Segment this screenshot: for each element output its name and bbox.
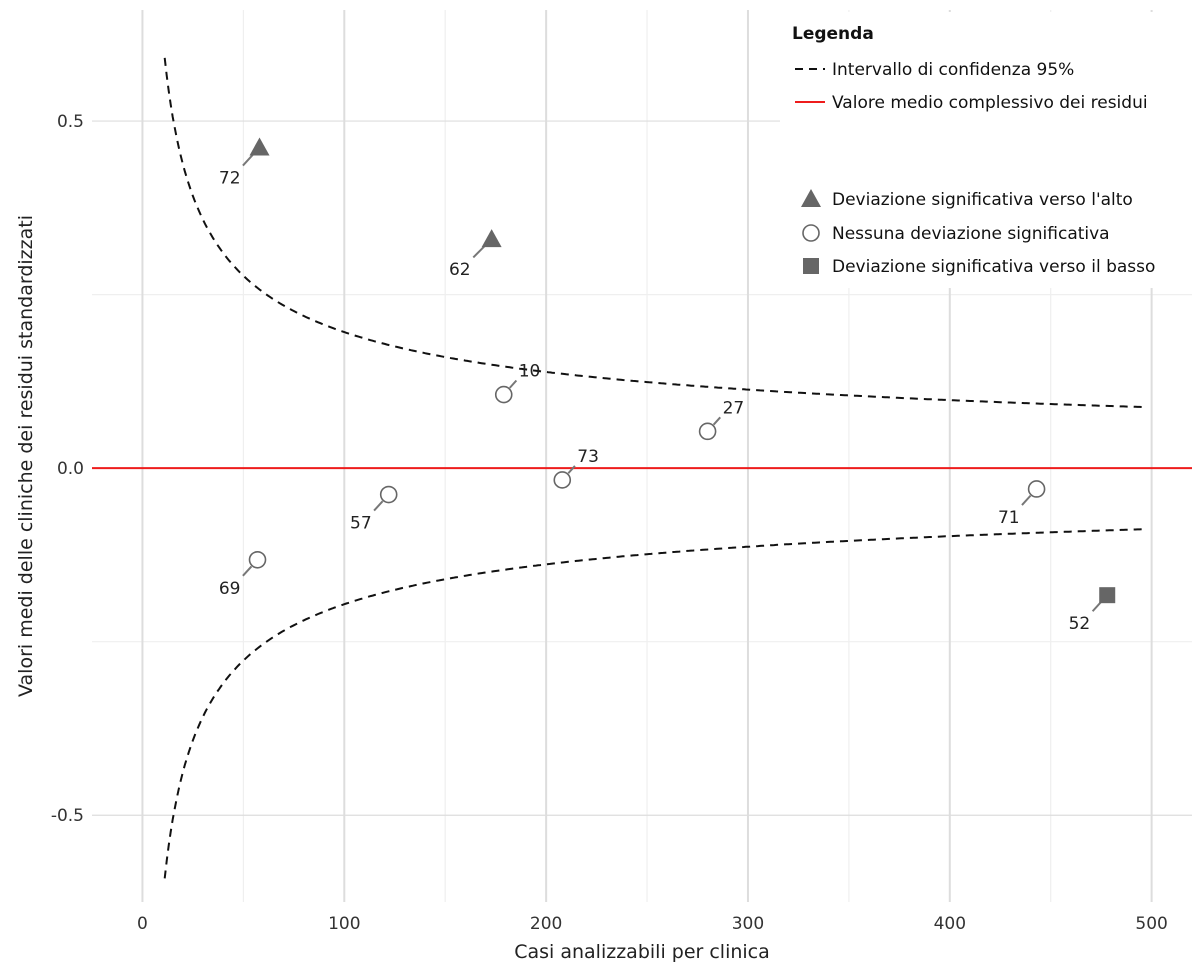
point-leader-line: [567, 465, 576, 474]
point-label: 10: [519, 362, 541, 382]
data-point-marker: [379, 485, 398, 504]
legend-label: Nessuna deviazione significativa: [832, 224, 1110, 244]
point-leader-line: [1021, 494, 1032, 506]
point-leader-line: [373, 500, 384, 512]
data-point-marker: [249, 137, 270, 156]
y-tick-label: -0.5: [51, 806, 84, 826]
x-tick-label: 200: [530, 914, 562, 934]
point-label: 71: [998, 508, 1020, 528]
point-leader-line: [1091, 601, 1102, 612]
point-label: 27: [723, 398, 745, 418]
y-tick-label: 0.0: [57, 459, 84, 479]
point-label: 57: [350, 514, 372, 534]
legend-items: Intervallo di confidenza 95% Valore medio…: [795, 60, 1155, 277]
data-point-marker: [481, 229, 502, 248]
legend-label: Intervallo di confidenza 95%: [832, 60, 1074, 80]
ci-upper-line: [163, 57, 1146, 409]
legend-marker-swatch: [803, 258, 819, 274]
x-axis-title: Casi analizzabili per clinica: [514, 941, 770, 963]
data-point-marker: [1099, 587, 1116, 604]
data-point-marker: [1027, 480, 1046, 498]
legend-label: Deviazione significativa verso il basso: [832, 257, 1155, 277]
point-leader-line: [242, 153, 255, 167]
point-leader-line: [472, 244, 486, 259]
point-leader-line: [712, 416, 721, 426]
point-label: 69: [219, 579, 241, 599]
x-tick-label: 300: [732, 914, 764, 934]
x-tick-label: 400: [934, 914, 966, 934]
x-axis-ticks: 0 100 200 300 400 500: [137, 914, 1168, 934]
point-label: 62: [449, 260, 471, 280]
legend-title: Legenda: [792, 24, 874, 44]
point-leader-line: [242, 565, 253, 577]
legend-marker-swatch: [801, 189, 821, 207]
y-axis-title: Valori medi delle cliniche dei residui s…: [15, 215, 37, 697]
ci-lower-line: [163, 528, 1146, 879]
legend-background: [780, 12, 1192, 288]
x-tick-label: 0: [137, 914, 148, 934]
data-point-marker: [698, 422, 717, 441]
point-label: 52: [1069, 614, 1091, 634]
x-tick-label: 500: [1135, 914, 1167, 934]
data-point-marker: [553, 471, 572, 489]
y-axis-ticks: -0.5 0.0 0.5: [51, 112, 84, 826]
data-points: 72 62 10 27 73 57 69 71 52: [219, 137, 1116, 634]
point-label: 73: [577, 447, 599, 467]
legend-label: Valore medio complessivo dei residui: [832, 93, 1148, 113]
data-point-marker: [494, 385, 513, 404]
point-label: 72: [219, 168, 241, 188]
legend: Legenda Intervallo di confidenza 95% Valo…: [780, 12, 1192, 288]
legend-marker-swatch: [802, 224, 820, 242]
confidence-interval-lines: [163, 57, 1146, 879]
x-tick-label: 100: [328, 914, 360, 934]
point-leader-line: [509, 379, 518, 389]
y-tick-label: 0.5: [57, 112, 84, 132]
data-point-marker: [248, 550, 267, 569]
legend-label: Deviazione significativa verso l'alto: [832, 190, 1133, 210]
